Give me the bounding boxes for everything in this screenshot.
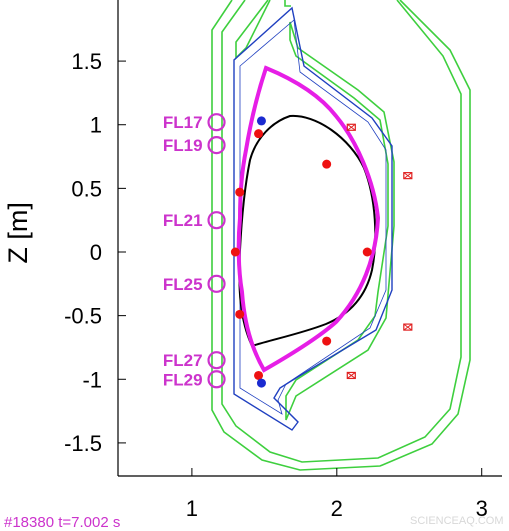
boundary-point [230, 247, 240, 257]
boundary-point [322, 336, 332, 346]
x-tick-label: 1 [186, 496, 198, 521]
x-point [256, 116, 266, 126]
flux-loop-marker [207, 135, 226, 155]
flux-loop-marker [207, 370, 226, 389]
boundary-point [322, 159, 332, 169]
boundary-point [254, 370, 264, 380]
flux-loop-label: FL29 [163, 370, 203, 389]
y-tick-label: -0.5 [64, 304, 102, 329]
boundary-point [235, 187, 245, 197]
vacuum-vessel [233, 6, 393, 431]
axes: 1.5 1 0.5 0 -0.5 -1 -1.5 1 2 3 Z [m] [3, 0, 502, 521]
watermark: SCIENCEAQ.COM [410, 515, 504, 527]
plasma-boundary [236, 65, 381, 373]
flux-loop-label: FL21 [163, 211, 203, 230]
flux-loop-label: FL17 [163, 113, 203, 132]
boundary-point [254, 129, 264, 139]
sensor-marker [346, 371, 356, 380]
boundary-point [235, 309, 245, 319]
x-tick-label: 3 [476, 496, 488, 521]
flux-loop-label: FL19 [163, 136, 203, 155]
separatrix-contour [238, 114, 377, 348]
y-tick-label: 1.5 [71, 49, 102, 74]
y-tick-label: 0.5 [71, 176, 102, 201]
flux-loop-marker [207, 113, 226, 132]
sensor-marker [346, 123, 356, 131]
sensor-marker [403, 172, 413, 180]
flux-loop-label: FL27 [163, 351, 203, 370]
y-tick-label: -1.5 [64, 431, 102, 456]
flux-loop-marker [207, 351, 226, 370]
flux-loop-marker [207, 211, 226, 230]
y-tick-label: -1 [82, 367, 102, 392]
flux-loop-label: FL25 [163, 275, 203, 294]
y-axis-label: Z [m] [3, 202, 33, 264]
boundary-point [362, 247, 372, 257]
shot-label: #18380 t=7.002 s [4, 514, 121, 531]
sensor-marker [403, 323, 413, 331]
x-tick-label: 2 [331, 496, 343, 521]
y-tick-label: 1 [90, 113, 102, 138]
flux-loop-marker [207, 274, 226, 293]
x-point [256, 378, 266, 388]
coil-structure [211, 0, 471, 471]
y-tick-label: 0 [90, 240, 102, 265]
